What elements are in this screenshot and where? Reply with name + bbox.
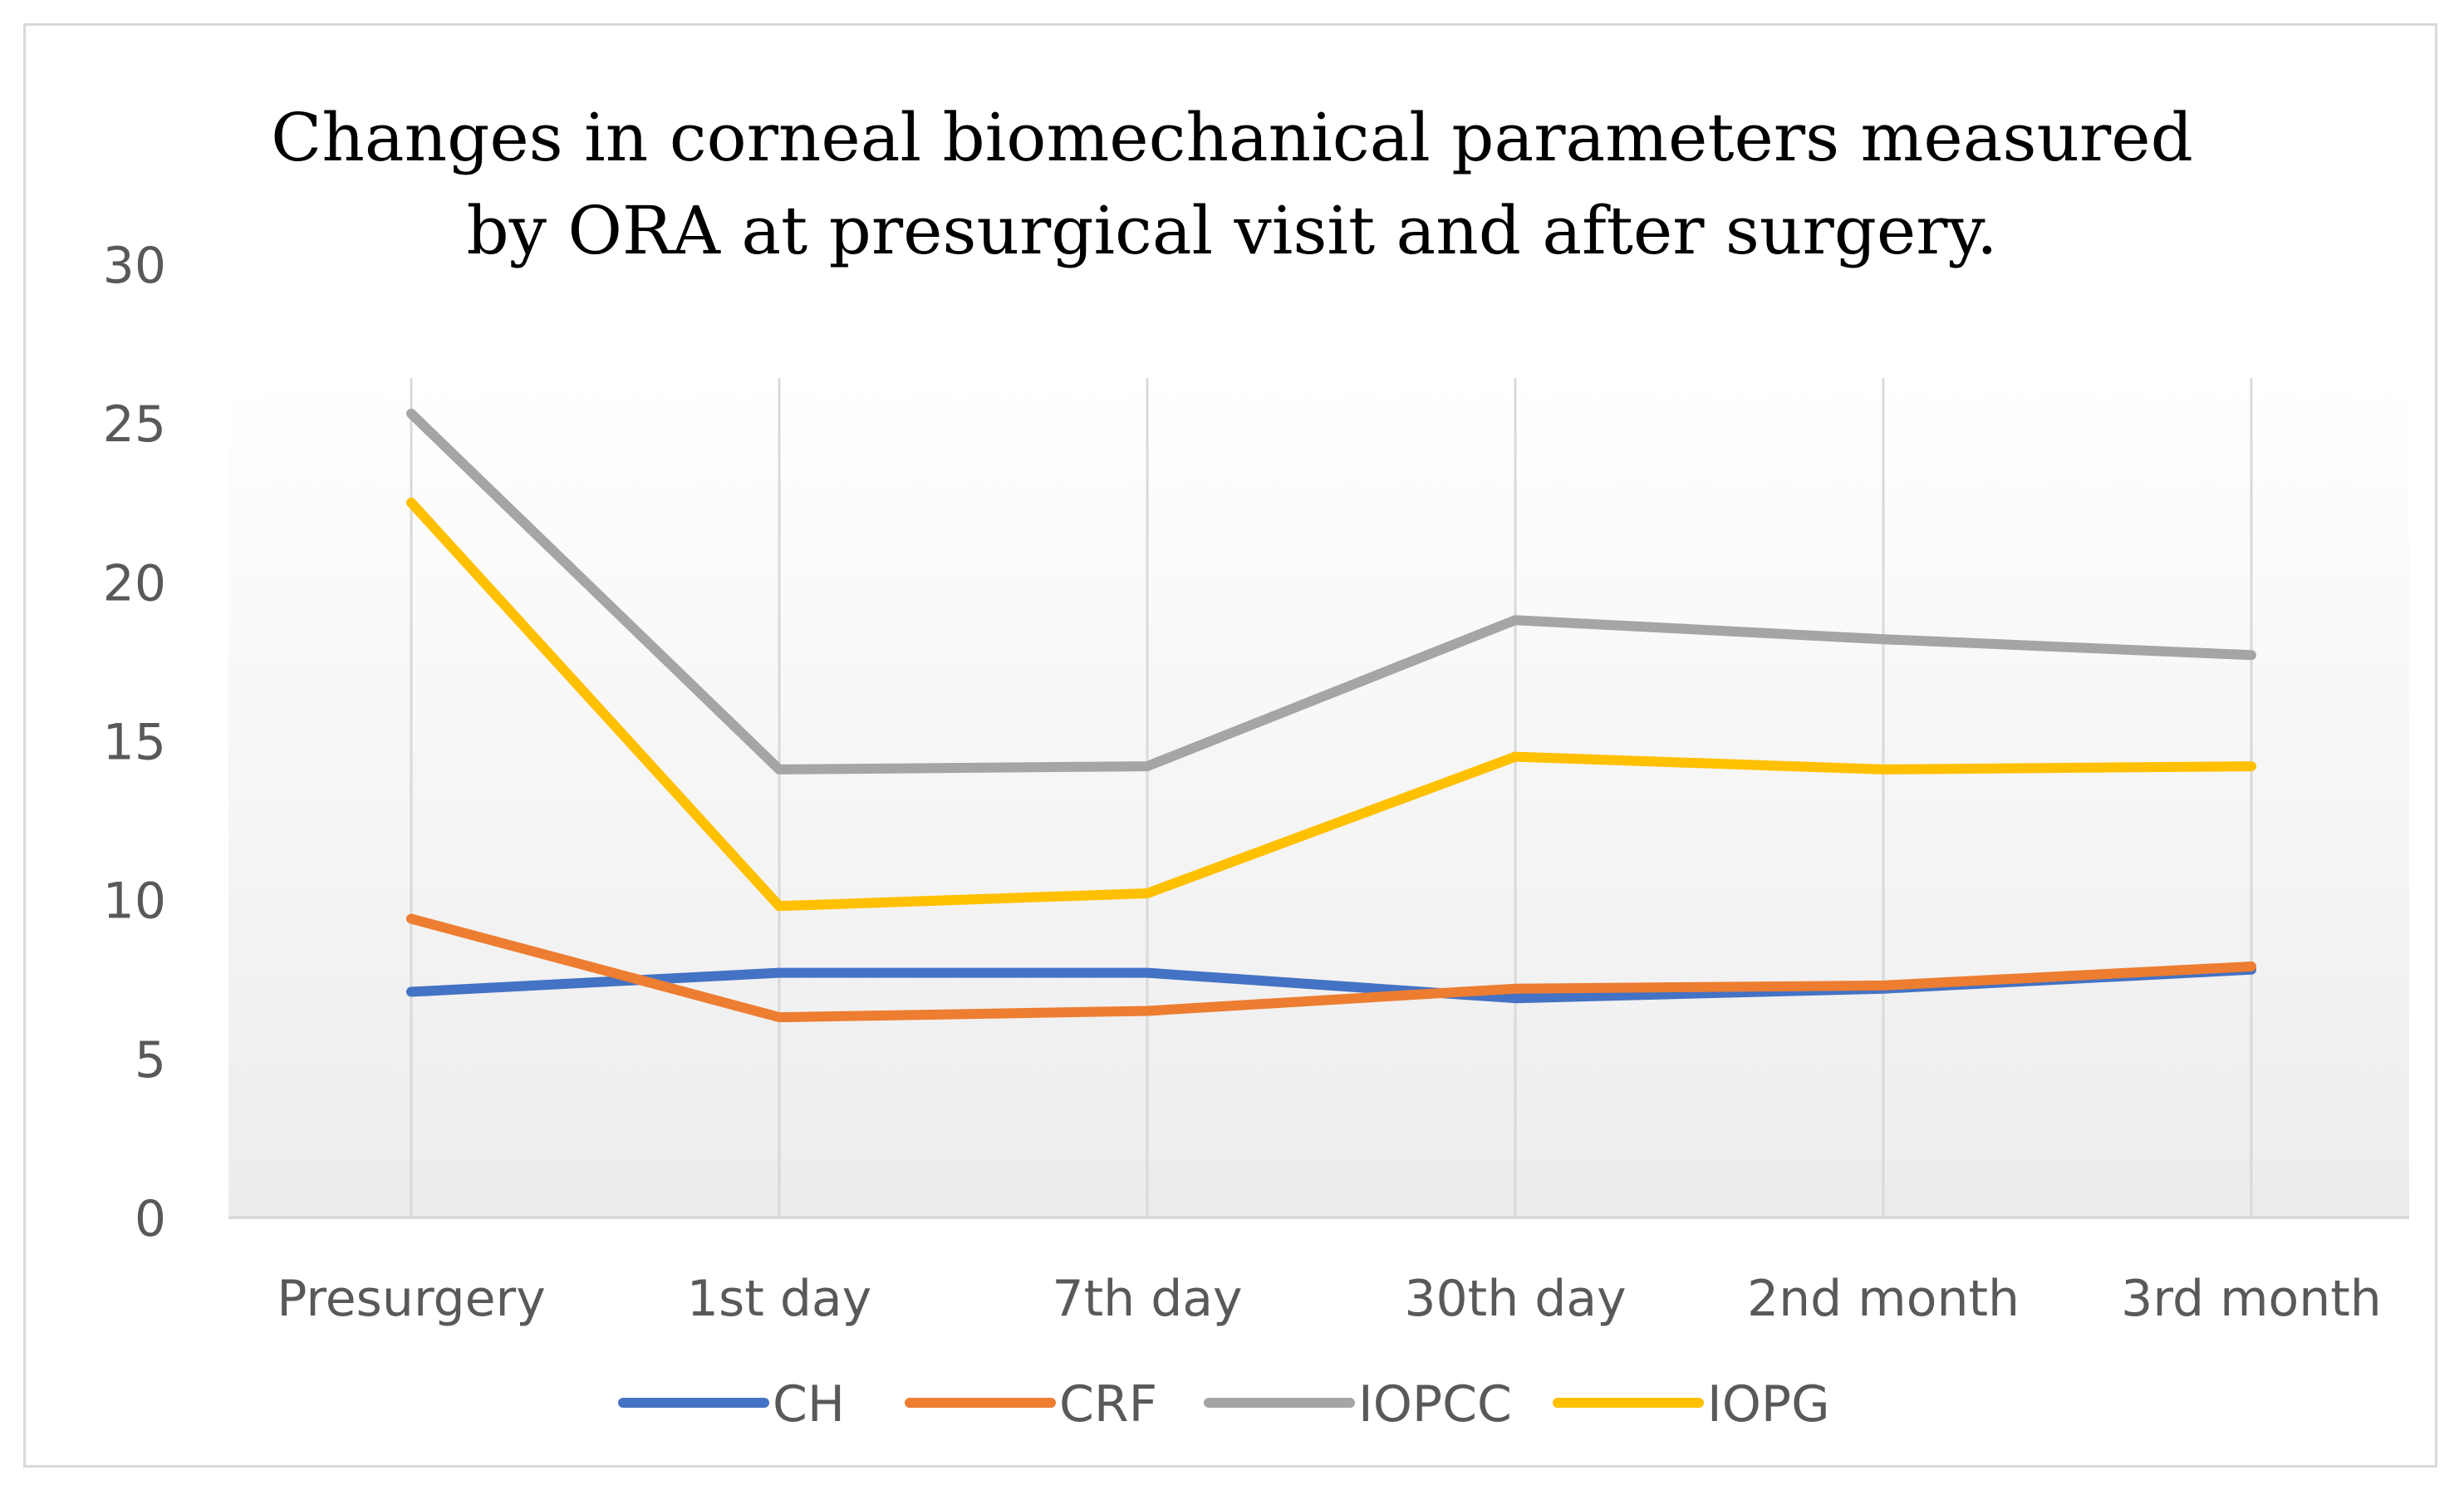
- y-tick-label-30: 30: [103, 237, 166, 295]
- legend-label-ch: CH: [773, 1375, 845, 1434]
- legend-label-iopg: IOPG: [1707, 1375, 1830, 1434]
- legend: CH CRF IOPCC IOPG: [618, 1375, 1830, 1434]
- x-tick-label-30th-day: 30th day: [1404, 1270, 1626, 1328]
- legend-label-iopcc: IOPCC: [1358, 1375, 1512, 1434]
- y-tick-label-25: 25: [103, 396, 166, 454]
- y-tick-label-5: 5: [135, 1031, 166, 1089]
- chart-title-line-2: by ORA at presurgical visit and after su…: [466, 192, 1997, 269]
- x-tick-label-2nd-month: 2nd month: [1747, 1270, 2020, 1328]
- series-line-iopcc: [406, 408, 2256, 775]
- chart-title: Changes in corneal biomechanical paramet…: [271, 99, 2193, 269]
- y-tick-label-20: 20: [103, 554, 166, 612]
- y-tick-label-10: 10: [103, 873, 166, 931]
- chart-title-line-1: Changes in corneal biomechanical paramet…: [271, 99, 2193, 176]
- series-line-iopg: [406, 497, 2256, 912]
- plot-area: [228, 378, 2409, 1217]
- x-tick-label-presurgery: Presurgery: [277, 1270, 545, 1328]
- legend-label-crf: CRF: [1059, 1375, 1157, 1434]
- y-axis-tick-labels: 0 5 10 15 20 25 30: [103, 237, 166, 1248]
- grid-lines: [410, 378, 2253, 1217]
- x-tick-label-3rd-month: 3rd month: [2121, 1270, 2382, 1328]
- x-tick-label-1st-day: 1st day: [687, 1270, 871, 1328]
- y-tick-label-0: 0: [135, 1190, 166, 1248]
- series-line-crf: [406, 913, 2256, 1023]
- y-tick-label-15: 15: [103, 714, 166, 772]
- x-tick-label-7th-day: 7th day: [1052, 1270, 1242, 1328]
- x-axis-tick-labels: Presurgery 1st day 7th day 30th day 2nd mont…: [277, 1270, 2382, 1328]
- series-lines: [406, 408, 2256, 1023]
